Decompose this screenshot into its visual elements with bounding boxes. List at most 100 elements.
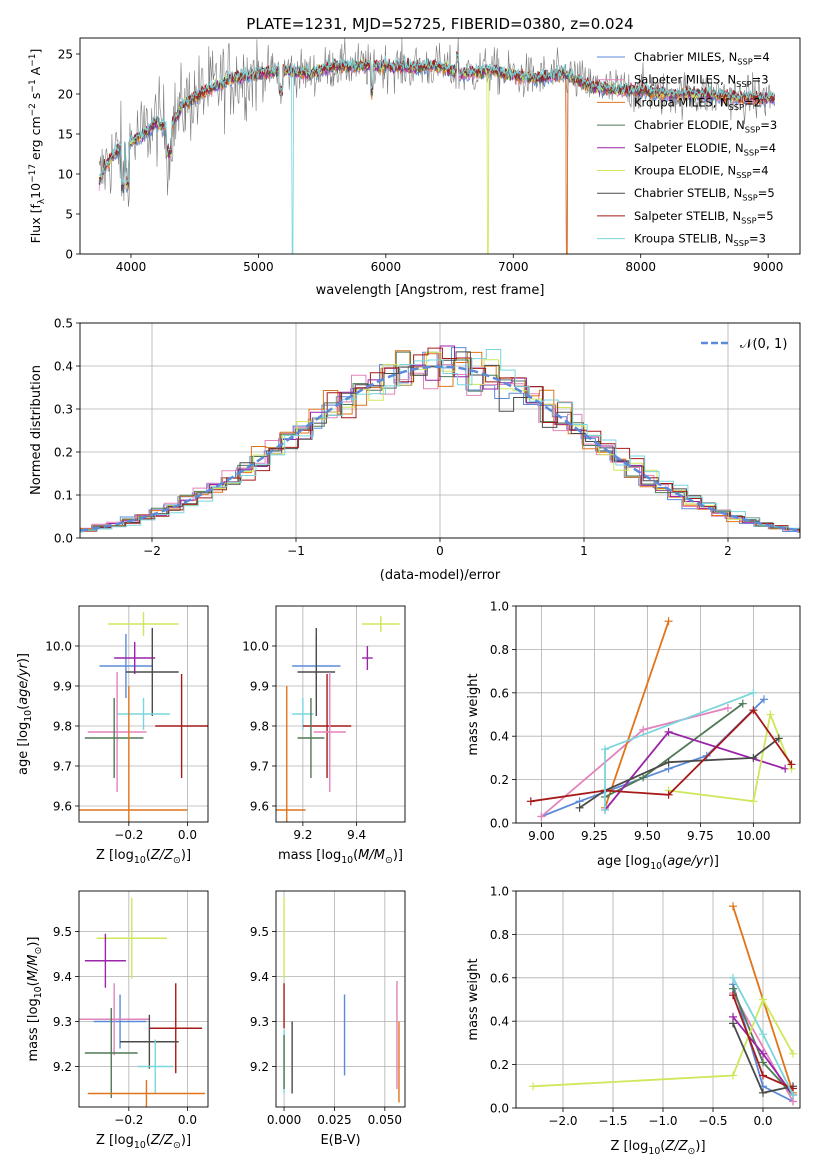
weight_vs_age-marker <box>575 803 584 812</box>
age_vs_mass-point <box>297 698 325 778</box>
weight_vs_age-ytick-label: 0.0 <box>490 817 509 831</box>
residuals-xtick-label: −2 <box>143 544 161 558</box>
legend-label: Salpeter STELIB, NSSP=5 <box>634 209 774 225</box>
age_vs_Z-point <box>87 672 147 792</box>
spectrum-xtick-label: 4000 <box>116 260 147 274</box>
weight_vs_age-frame <box>515 605 801 824</box>
age_vs_mass-ytick-label: 9.9 <box>250 680 269 694</box>
age_vs_Z-point <box>117 698 170 730</box>
weight_vs_age-xtick-label: 9.25 <box>581 829 608 843</box>
mass_vs_ebv-ytick-label: 9.4 <box>250 970 269 984</box>
weight_vs_age-marker <box>749 797 758 806</box>
mass_vs_Z-point <box>137 1039 173 1094</box>
legend-label: Kroupa STELIB, NSSP=3 <box>634 232 766 248</box>
mass_vs_Z-point <box>93 994 147 1049</box>
age_vs_mass-xtick-label: 9.2 <box>293 828 312 842</box>
spectrum-model-line <box>98 53 775 254</box>
weight_vs_Z-xtick-label: −1.5 <box>598 1114 627 1128</box>
residuals-ytick-label: 0.4 <box>54 360 73 374</box>
age_vs_Z-xtick-label: −0.2 <box>114 828 143 842</box>
spectrum-xtick-label: 5000 <box>243 260 274 274</box>
weight_vs_Z-ytick-label: 0.0 <box>490 1102 509 1116</box>
weight_vs_age-xtick-label: 10.00 <box>736 829 770 843</box>
spectrum-xtick-label: 6000 <box>371 260 402 274</box>
residuals-ytick-label: 0.0 <box>54 532 73 546</box>
residuals-ytick-label: 0.2 <box>54 446 73 460</box>
residuals-ytick-label: 0.5 <box>54 317 73 331</box>
mass_vs_Z-xtick-label: −0.2 <box>114 1113 143 1127</box>
weight_vs_age-marker <box>723 703 732 712</box>
age_vs_mass-ytick-label: 9.8 <box>250 720 269 734</box>
mass_vs_Z-ylabel: mass [log10(M/M⊙)] <box>26 937 44 1062</box>
weight_vs_age-marker <box>664 758 673 767</box>
spectrum-xtick-label: 8000 <box>625 260 656 274</box>
age_vs_mass-point <box>276 686 306 822</box>
residual-xlabel: (data-model)/error <box>380 568 501 583</box>
residuals-xtick-label: 1 <box>580 544 588 558</box>
weight_vs_age-marker <box>738 699 747 708</box>
legend-label: Kroupa ELODIE, NSSP=4 <box>634 164 769 180</box>
mass_vs_Z-ytick-label: 9.5 <box>53 925 72 939</box>
age_vs_Z-point <box>155 674 208 778</box>
weight_vs_age-ytick-label: 0.8 <box>490 643 509 657</box>
age_vs_Z-point <box>125 628 179 716</box>
weight_vs_Z-ytick-label: 0.8 <box>490 928 509 942</box>
weight_vs_Z-ytick-label: 0.4 <box>490 1015 509 1029</box>
mass_vs_Z-point <box>120 1014 179 1069</box>
weight_vs_Z-marker <box>759 1049 767 1058</box>
spectrum-frame <box>79 37 801 255</box>
weight_vs_age-marker <box>749 753 758 762</box>
residual-histogram-line <box>80 351 800 533</box>
weight_vs_age-marker <box>664 727 673 736</box>
residual-histogram-line <box>80 347 800 533</box>
legend-label: Chabrier ELODIE, NSSP=3 <box>634 118 777 134</box>
weight_vs_age-marker <box>787 760 796 769</box>
legend-label: Kroupa MILES, NSSP=2 <box>634 95 761 111</box>
weight_vs_Z-xtick-label: −1.0 <box>648 1114 677 1128</box>
weight_vs_age-marker <box>537 812 546 821</box>
age_vs_mass-frame <box>275 605 406 823</box>
legend-label: Salpeter MILES, NSSP=3 <box>634 73 769 89</box>
age_vs_mass-ytick-label: 10.0 <box>242 640 269 654</box>
spectrum-ylabel: Flux [fλ10−17 erg cm−2 s−1 A−1] <box>28 49 47 244</box>
mass_vs_ebv-ytick-label: 9.3 <box>250 1015 269 1029</box>
age_vs_mass-point <box>313 672 346 792</box>
weight_vs_age-marker <box>526 797 535 806</box>
mass_vs_ebv-ytick-label: 9.2 <box>250 1060 269 1074</box>
weight_vs_age-marker <box>639 773 648 782</box>
mass_vs_Z-ytick-label: 9.2 <box>53 1060 72 1074</box>
residuals-xtick-label: −1 <box>287 544 305 558</box>
age_vs_mass-xlabel: mass [log10(M/M⊙)] <box>278 848 403 866</box>
weight_vs_age-ytick-label: 0.2 <box>490 773 509 787</box>
age_vs_Z-ytick-label: 10.0 <box>45 640 72 654</box>
spectrum-ytick-label: 10 <box>58 168 73 182</box>
mass_vs_Z-ytick-label: 9.3 <box>53 1015 72 1029</box>
weight_vs_age-marker <box>601 745 610 754</box>
spectrum-xtick-label: 9000 <box>753 260 784 274</box>
weight_vs_Z-marker <box>759 1088 767 1097</box>
legend-label: Chabrier STELIB, NSSP=5 <box>634 186 775 202</box>
spectrum-xlabel: wavelength [Angstrom, rest frame] <box>316 283 545 298</box>
weight_vs_Z-ytick-label: 1.0 <box>490 885 509 899</box>
residual-histogram-line <box>80 350 800 532</box>
mass_vs_Z-frame <box>78 890 209 1108</box>
residuals-xtick-label: 0 <box>436 544 444 558</box>
residual-histogram-line <box>80 351 800 533</box>
age_vs_mass-point <box>362 616 400 632</box>
age_vs_Z-point <box>99 634 153 698</box>
mass_vs_ebv-axes: 0.000 0.025 0.050 9.2 9.3 9.4 9.5 <box>250 891 405 1127</box>
age_vs_Z-frame <box>78 605 209 823</box>
weight_vs_Z-ylabel: mass weight <box>466 958 481 1040</box>
residuals-ytick-label: 0.3 <box>54 403 73 417</box>
weight_vs_age-marker <box>664 790 673 799</box>
mass_vs_ebv-xtick-label: 0.025 <box>317 1113 351 1127</box>
weight_vs_Z-marker <box>789 1090 797 1099</box>
residuals-frame <box>79 322 801 539</box>
weight_vs_age-series-line <box>604 620 670 809</box>
weight_vs_age-ylabel: mass weight <box>466 673 481 755</box>
spectrum-ytick-label: 5 <box>65 208 73 222</box>
residuals-xtick-label: 2 <box>724 544 732 558</box>
weight_vs_age-xtick-label: 9.00 <box>528 829 555 843</box>
weight_vs_Z-ytick-label: 0.6 <box>490 971 509 985</box>
